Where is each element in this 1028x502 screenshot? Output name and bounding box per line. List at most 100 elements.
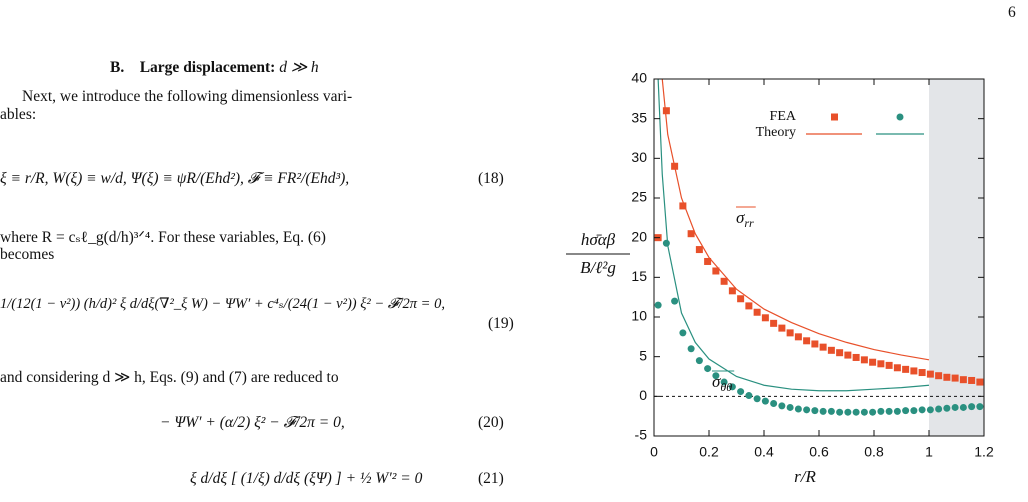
fea-point [910,367,918,375]
fea-point [968,403,976,411]
fea-point [943,373,951,381]
x-tick-label: 1 [925,444,933,460]
fea-point [728,383,736,391]
fea-point [926,406,934,414]
fea-point [704,365,712,373]
fea-point [745,302,753,310]
fea-point [836,408,844,416]
equation-number: (18) [478,170,504,187]
legend-marker [896,113,904,121]
fea-point [869,408,877,416]
text-line: becomes [0,246,55,263]
fea-point [869,358,877,366]
y-axis-label: hσ̄αβ [581,230,616,249]
x-tick-label: 0.8 [864,444,884,460]
fea-point [745,392,753,400]
fea-point [877,360,885,368]
y-tick-label: 30 [631,149,647,165]
fea-point [935,405,943,413]
fea-point [671,297,679,305]
fea-point [786,329,794,337]
fea-point [687,345,695,353]
x-tick-label: 0.6 [809,444,829,460]
fea-point [860,408,868,416]
fea-point [687,230,695,238]
fea-point [803,406,811,414]
fea-point [720,277,728,285]
curve-annotation: σrr [736,208,754,230]
text-line: and considering d ≫ h, Eqs. (9) and (7) … [0,369,339,386]
equation: 1/(12(1 − ν²)) (h/d)² ξ d/dξ(∇²_ξ W) − Ψ… [0,296,445,312]
text-line: Next, we introduce the following dimensi… [22,88,353,105]
fea-point [704,257,712,265]
fea-point [827,346,835,354]
fea-point [737,295,745,303]
fea-point [902,365,910,373]
legend-label: Theory [756,125,796,140]
y-tick-label: 25 [631,189,647,205]
y-tick-label: 35 [631,109,647,125]
plot-area [654,79,984,436]
fea-point [860,356,868,364]
equation-number: (19) [488,315,514,332]
fea-point [976,378,984,386]
fea-point [943,404,951,412]
fea-point [662,107,670,115]
fea-point [712,372,720,380]
fea-point [811,340,819,348]
fea-point [679,202,687,210]
fea-point [959,403,967,411]
fea-point [827,407,835,415]
y-tick-label: 15 [631,268,647,284]
y-tick-label: 40 [631,70,647,86]
fea-point [720,378,728,386]
fea-point [728,287,736,295]
equation-number: (21) [478,470,504,487]
fea-point [893,407,901,415]
section-label: B. [110,59,125,76]
fea-point [819,407,827,415]
fea-point [926,370,934,378]
fea-point [811,407,819,415]
shaded-region [929,79,984,436]
fea-point [770,399,778,407]
fea-point [712,267,720,275]
fea-point [695,357,703,365]
fea-point [770,319,778,327]
text-line: where R = cₛℓ_g(d/h)³ᐟ⁴. For these varia… [0,229,326,246]
x-axis-label: r/R [794,467,816,486]
fea-point [844,351,852,359]
fea-point [679,329,687,337]
fea-point [819,343,827,351]
fea-point [786,403,794,411]
fea-point [753,308,761,316]
fea-point [794,405,802,413]
fea-point [852,353,860,361]
fea-point [737,388,745,396]
fea-point [885,407,893,415]
equation: − ΨW′ + (α/2) ξ² − 𝓕/2π = 0, [160,414,345,431]
fea-point [695,246,703,254]
fea-point [852,408,860,416]
fea-point [968,376,976,384]
y-tick-label: -5 [635,427,648,443]
y-tick-label: 5 [639,347,647,363]
fea-point [778,402,786,410]
y-tick-label: 20 [631,228,647,244]
fea-point [761,314,769,322]
equation: ξ d/dξ [ (1/ξ) d/dξ (ξΨ) ] + ½ W′² = 0 [190,470,423,487]
fea-point [885,361,893,369]
fea-point [951,403,959,411]
legend-marker [831,113,838,121]
y-tick-label: 0 [639,387,647,403]
fea-point [976,403,984,411]
fea-point [918,369,926,377]
theory-line [661,79,930,361]
fea-point [844,408,852,416]
fea-point [761,397,769,405]
fea-point [935,372,943,380]
equation: ξ ≡ r/R, W(ξ) ≡ w/d, Ψ(ξ) ≡ ψR/(Ehd²), 𝓕… [0,170,350,187]
fea-point [877,407,885,415]
